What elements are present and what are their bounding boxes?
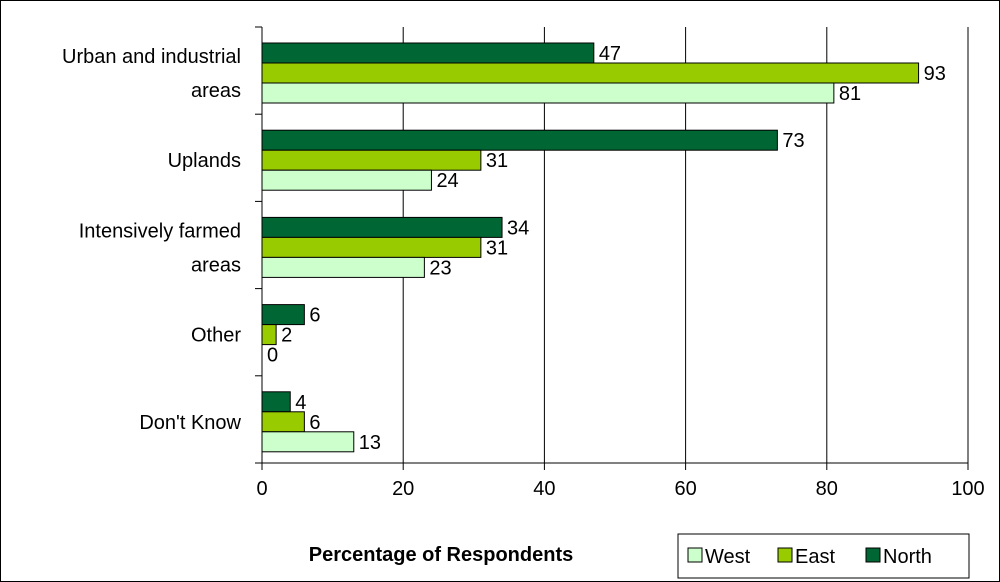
legend-swatch-east — [777, 547, 793, 563]
legend-box — [677, 533, 970, 579]
data-label: 47 — [599, 43, 621, 65]
data-label: 31 — [486, 237, 508, 259]
x-tick-label: 100 — [951, 478, 984, 500]
x-tick-label: 80 — [816, 478, 838, 500]
bar-north — [261, 304, 305, 326]
data-label: 31 — [486, 150, 508, 172]
bar-west — [261, 169, 432, 191]
data-label: 6 — [309, 412, 320, 434]
data-label: 81 — [839, 83, 861, 105]
category-label: areas — [191, 254, 241, 276]
bar-north — [261, 129, 778, 151]
x-tick-label: 40 — [533, 478, 555, 500]
bar-north — [261, 216, 503, 238]
legend-label-east: East — [795, 546, 835, 568]
legend-swatch-north — [865, 547, 881, 563]
category-label: Intensively farmed — [79, 220, 241, 242]
category-label: areas — [191, 80, 241, 102]
data-label: 6 — [309, 305, 320, 327]
legend-swatch-west — [687, 547, 703, 563]
category-label: Urban and industrial — [62, 46, 241, 68]
bar-north — [261, 391, 291, 413]
data-label: 73 — [782, 130, 804, 152]
x-tick-label: 0 — [256, 478, 267, 500]
legend-label-west: West — [705, 546, 751, 568]
bar-east — [261, 149, 482, 171]
bar-east — [261, 62, 920, 84]
data-label: 34 — [507, 217, 529, 239]
x-tick-label: 20 — [392, 478, 414, 500]
category-label: Other — [191, 325, 241, 347]
bar-west — [261, 431, 355, 453]
data-label: 93 — [924, 63, 946, 85]
bar-east — [261, 236, 482, 258]
bar-east — [261, 411, 305, 433]
category-label: Don't Know — [139, 412, 241, 434]
data-label: 2 — [281, 325, 292, 347]
x-tick-label: 60 — [674, 478, 696, 500]
bar-north — [261, 42, 595, 64]
bar-west — [261, 256, 425, 278]
bar-east — [261, 324, 277, 346]
data-label: 13 — [359, 432, 381, 454]
data-label: 23 — [429, 257, 451, 279]
legend-label-north: North — [883, 546, 932, 568]
data-label: 4 — [295, 392, 306, 414]
category-label: Uplands — [168, 150, 241, 172]
legend: West East North — [677, 533, 970, 579]
x-axis-title: Percentage of Respondents — [309, 544, 574, 566]
data-label: 24 — [436, 170, 458, 192]
bar-west — [261, 82, 835, 104]
data-label: 0 — [267, 345, 278, 367]
